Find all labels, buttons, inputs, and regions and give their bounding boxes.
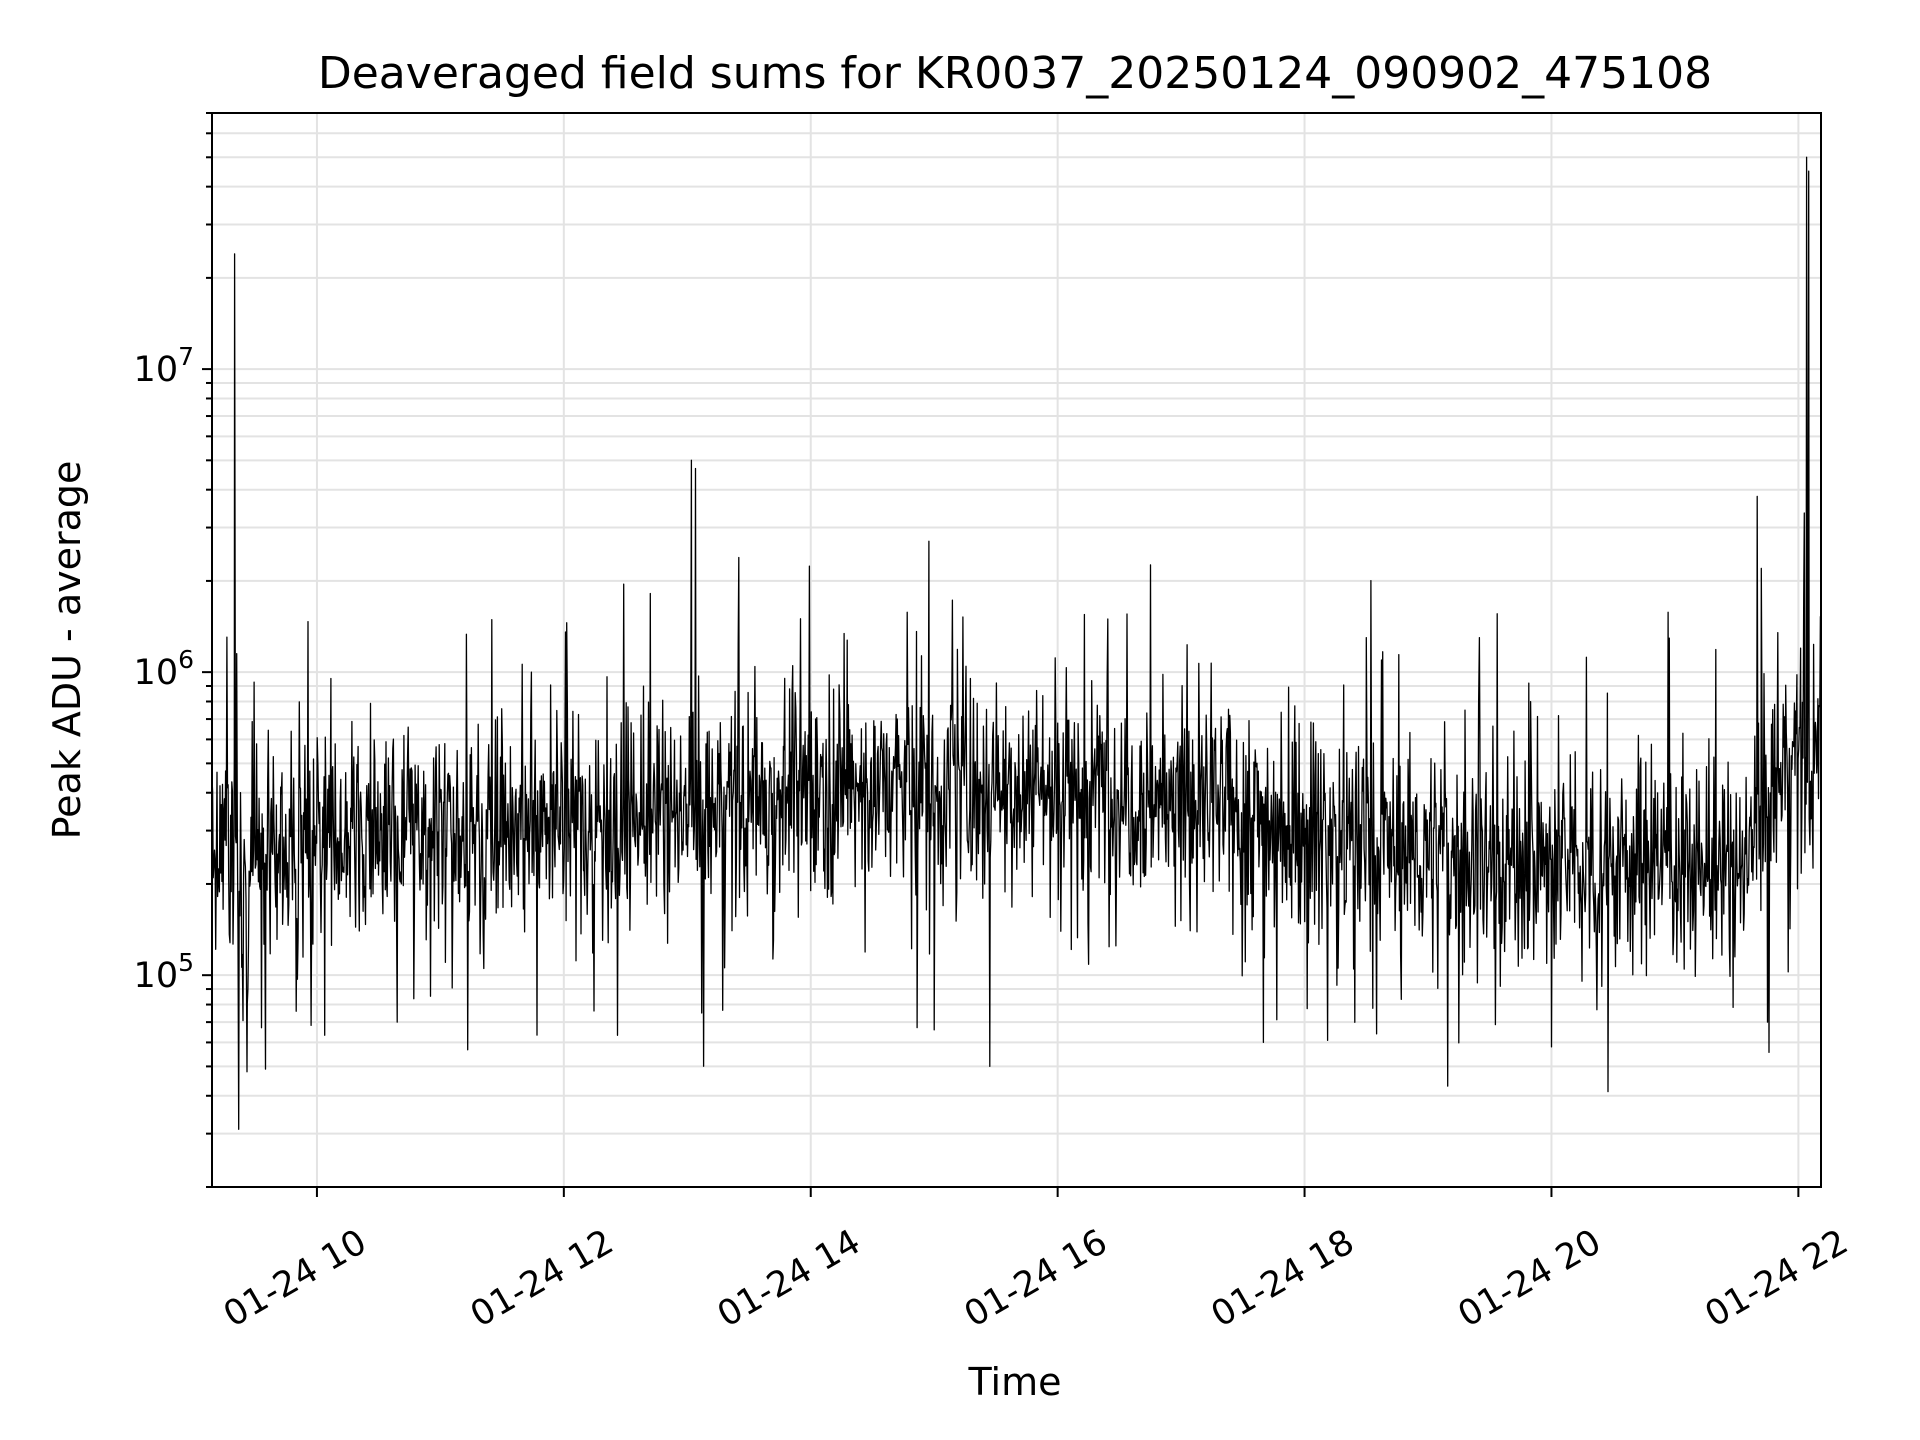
plot-frame [211,112,1822,1188]
y-tick-base: 10 [134,350,179,390]
y-tick-exponent: 6 [178,645,194,674]
x-tick-label: 01-24 18 [1205,1222,1361,1335]
y-tick-exponent: 7 [178,342,194,371]
y-tick-label: 106 [134,645,194,693]
series-line [211,156,1822,1130]
y-tick-label: 107 [134,342,194,390]
y-tick-base: 10 [134,653,179,693]
y-axis-label: Peak ADU - average [45,461,89,840]
chart-title: Deaveraged field sums for KR0037_2025012… [318,48,1712,99]
x-tick-label: 01-24 16 [958,1222,1114,1335]
x-tick-label: 01-24 12 [464,1222,620,1335]
grid [212,112,1821,1188]
x-tick-label: 01-24 10 [217,1222,373,1335]
y-tick-exponent: 5 [178,948,194,977]
x-axis-label: Time [968,1360,1062,1404]
y-tick-label: 105 [134,948,194,996]
ticks: 01-24 10 01-24 12 01-24 14 01-24 16 01-24 18… [134,112,1855,1335]
x-tick-label: 01-24 22 [1699,1222,1855,1335]
x-tick-label: 01-24 14 [711,1222,867,1335]
x-tick-label: 01-24 20 [1452,1222,1608,1335]
y-tick-base: 10 [134,956,179,996]
data-layer [211,156,1822,1130]
